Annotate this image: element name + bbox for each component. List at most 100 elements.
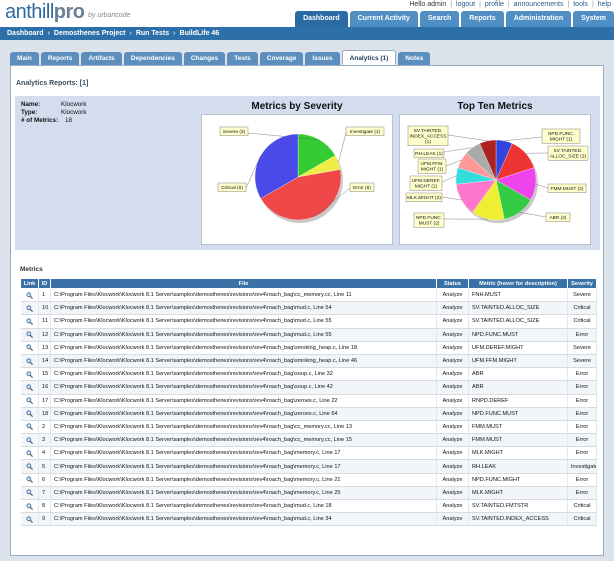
breadcrumb-project[interactable]: Demosthenes Project <box>53 30 126 37</box>
logo[interactable]: anthillpro <box>5 2 85 22</box>
col-header-file: File <box>50 278 437 289</box>
magnifier-icon[interactable] <box>26 397 33 405</box>
row-file: C:\Program Files\Klocwork\Klocwork 8.1 S… <box>50 380 437 395</box>
row-metric[interactable]: SV.TAINTED.FMTSTR <box>468 499 568 514</box>
row-metric[interactable]: SV.TAINTED.ALLOC_SIZE <box>468 314 568 329</box>
top-ten-leader-line <box>441 175 457 183</box>
row-metric[interactable]: FMM.MUST <box>468 420 568 435</box>
severity-label-box <box>219 126 249 136</box>
analytics-reports-title: Analytics Reports: [1] <box>16 80 89 87</box>
row-metric[interactable]: RNPD.DEREF <box>468 394 568 408</box>
row-status: Analyze <box>436 407 469 421</box>
row-metric[interactable]: NPD.FUNC.MUST <box>468 328 568 342</box>
row-metric[interactable]: MLK.MIGHT <box>468 486 568 501</box>
row-severity: Error <box>567 394 597 408</box>
row-metric[interactable]: MLK.MIGHT <box>468 446 568 461</box>
row-status: Analyze <box>436 341 469 355</box>
magnifier-icon[interactable] <box>26 344 33 352</box>
magnifier-icon[interactable] <box>26 331 33 339</box>
magnifier-icon[interactable] <box>26 450 33 457</box>
breadcrumb-workflow[interactable]: Run Tests <box>135 30 170 37</box>
announcements-link[interactable]: announcements <box>513 1 564 8</box>
magnifier-icon[interactable] <box>26 489 33 497</box>
row-severity: Investigate <box>567 459 597 474</box>
nav-administration[interactable]: Administration <box>505 11 572 27</box>
row-metric[interactable]: SV.TAINTED.INDEX_ACCESS <box>468 512 568 527</box>
nav-search[interactable]: Search <box>419 11 460 27</box>
magnifier-icon[interactable] <box>26 371 33 378</box>
top-ten-chart-canvas: NPD.FUNC. MIGHT (1) SV.TAINTED. ALLOC_SIZE … <box>399 114 591 245</box>
magnifier-icon[interactable] <box>26 410 33 418</box>
tab-changes[interactable]: Changes <box>183 52 226 65</box>
row-metric[interactable]: ABR <box>468 380 568 395</box>
tab-coverage[interactable]: Coverage <box>259 52 304 65</box>
help-link[interactable]: help <box>597 1 611 8</box>
row-file: C:\Program Files\Klocwork\Klocwork 8.1 S… <box>50 512 437 527</box>
magnifier-icon[interactable] <box>26 305 33 312</box>
row-file: C:\Program Files\Klocwork\Klocwork 8.1 S… <box>50 328 437 342</box>
magnifier-icon[interactable] <box>26 437 33 444</box>
view-link-cell <box>20 420 39 435</box>
tab-dependencies[interactable]: Dependencies <box>123 52 182 65</box>
row-metric[interactable]: SV.TAINTED.ALLOC_SIZE <box>468 301 568 316</box>
row-metric[interactable]: FMM.MUST <box>468 433 568 448</box>
col-header-severity: Severity <box>567 278 597 289</box>
view-link-cell <box>20 446 39 461</box>
nav-reports[interactable]: Reports <box>461 11 504 27</box>
magnifier-icon[interactable] <box>26 463 33 471</box>
table-row: 11 C:\Program Files\Klocwork\Klocwork 8.1… <box>20 314 597 329</box>
row-metric[interactable]: ABR <box>468 367 568 382</box>
top-ten-label: NPD.FUNC.MIGHT (1) <box>541 128 581 144</box>
magnifier-icon[interactable] <box>26 502 33 510</box>
row-status: Analyze <box>436 314 469 329</box>
tab-artifacts[interactable]: Artifacts <box>81 52 122 65</box>
breadcrumb-arrow-icon: › <box>47 30 50 37</box>
row-id: 15 <box>38 367 51 382</box>
tab-analytics[interactable]: Analytics (1) <box>341 50 397 65</box>
tab-main[interactable]: Main <box>10 52 39 65</box>
magnifier-icon[interactable] <box>26 476 33 484</box>
row-metric[interactable]: NPD.FUNC.MUST <box>468 407 568 421</box>
report-info: Name: Klocwork Type: Klocwork # of Metrics… <box>21 101 87 125</box>
tab-issues[interactable]: Issues <box>305 52 340 65</box>
row-file: C:\Program Files\Klocwork\Klocwork 8.1 S… <box>50 407 437 421</box>
tab-reports[interactable]: Reports <box>40 52 80 65</box>
top-ten-label-text: MLK.MIGHT (2) <box>407 195 441 201</box>
top-ten-label: ABR (2) <box>545 212 571 222</box>
table-row: 14 C:\Program Files\Klocwork\Klocwork 8.1… <box>20 354 597 369</box>
row-metric[interactable]: FNH.MUST <box>468 288 568 303</box>
tab-notes[interactable]: Notes <box>398 52 431 65</box>
magnifier-icon[interactable] <box>26 291 33 299</box>
logout-link[interactable]: logout <box>456 1 476 8</box>
nav-system[interactable]: System <box>573 11 614 27</box>
tools-link[interactable]: tools <box>573 1 589 8</box>
row-metric[interactable]: UFM.FFM.MIGHT <box>468 354 568 369</box>
severity-label-text: Error (8) <box>353 185 371 191</box>
view-link-cell <box>20 341 39 355</box>
row-file: C:\Program Files\Klocwork\Klocwork 8.1 S… <box>50 420 437 435</box>
table-row: 13 C:\Program Files\Klocwork\Klocwork 8.1… <box>20 341 597 355</box>
magnifier-icon[interactable] <box>26 423 33 431</box>
row-status: Analyze <box>436 301 469 316</box>
profile-link[interactable]: profile <box>484 1 504 8</box>
magnifier-icon[interactable] <box>26 318 33 325</box>
link-separator: | <box>507 1 510 8</box>
nav-dashboard[interactable]: Dashboard <box>295 11 348 27</box>
top-ten-label-text: UFM.FFM. <box>421 161 444 167</box>
magnifier-icon[interactable] <box>26 384 33 391</box>
name-value: Klocwork <box>61 101 87 108</box>
tab-bar: Main Reports Artifacts Dependencies Chan… <box>10 50 604 66</box>
row-metric[interactable]: RH.LEAK <box>468 459 568 474</box>
nav-current-activity[interactable]: Current Activity <box>349 11 418 27</box>
row-metric[interactable]: NPD.FUNC.MIGHT <box>468 473 568 487</box>
magnifier-icon[interactable] <box>26 516 33 523</box>
severity-chart-panel: Metrics by Severity Severe (3) Investigat… <box>201 100 393 245</box>
breadcrumb-buildlife[interactable]: BuildLife 46 <box>179 30 220 37</box>
row-file: C:\Program Files\Klocwork\Klocwork 8.1 S… <box>50 288 437 303</box>
breadcrumb-dashboard[interactable]: Dashboard <box>7 30 44 37</box>
magnifier-icon[interactable] <box>26 357 33 365</box>
row-metric[interactable]: UFM.DEREF.MIGHT <box>468 341 568 355</box>
tab-tests[interactable]: Tests <box>227 52 258 65</box>
top-ten-label-text: MIGHT (1) <box>550 137 573 143</box>
